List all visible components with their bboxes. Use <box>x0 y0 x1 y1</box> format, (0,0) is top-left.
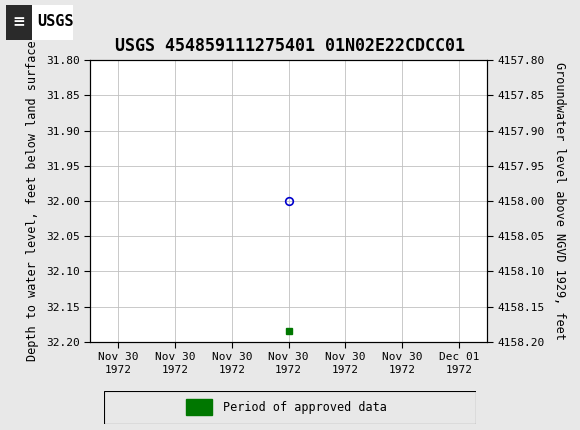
Bar <box>186 399 212 415</box>
FancyBboxPatch shape <box>6 6 72 40</box>
Y-axis label: Groundwater level above NGVD 1929, feet: Groundwater level above NGVD 1929, feet <box>553 62 566 340</box>
Text: USGS: USGS <box>38 14 74 29</box>
Text: ≡: ≡ <box>13 14 26 29</box>
Text: USGS 454859111275401 01N02E22CDCC01: USGS 454859111275401 01N02E22CDCC01 <box>115 37 465 55</box>
Y-axis label: Depth to water level, feet below land surface: Depth to water level, feet below land su… <box>26 41 39 361</box>
FancyBboxPatch shape <box>6 6 32 40</box>
FancyBboxPatch shape <box>104 391 476 424</box>
Text: Period of approved data: Period of approved data <box>223 401 387 414</box>
